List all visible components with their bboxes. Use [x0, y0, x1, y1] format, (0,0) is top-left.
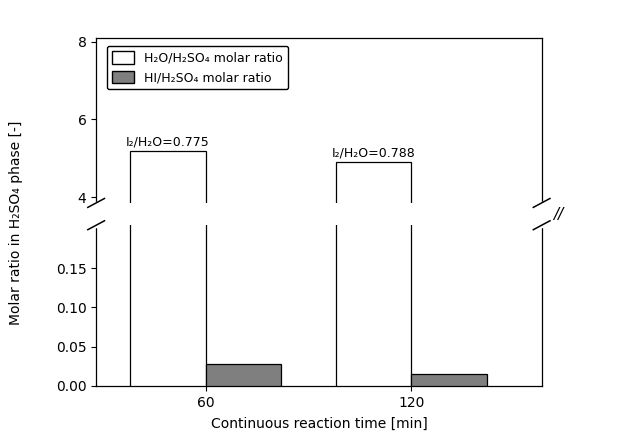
Text: I₂/H₂O=0.775: I₂/H₂O=0.775 — [126, 135, 210, 148]
Bar — [412, 374, 487, 386]
Text: Molar ratio in H₂SO₄ phase [-]: Molar ratio in H₂SO₄ phase [-] — [9, 121, 23, 325]
Text: //: // — [553, 206, 563, 222]
Bar — [206, 364, 281, 386]
Legend: H₂O/H₂SO₄ molar ratio, HI/H₂SO₄ molar ratio: H₂O/H₂SO₄ molar ratio, HI/H₂SO₄ molar ra… — [107, 46, 288, 89]
Bar — [130, 150, 206, 352]
Text: I₂/H₂O=0.788: I₂/H₂O=0.788 — [332, 147, 415, 160]
X-axis label: Continuous reaction time [min]: Continuous reaction time [min] — [210, 417, 428, 430]
Bar — [336, 162, 412, 352]
